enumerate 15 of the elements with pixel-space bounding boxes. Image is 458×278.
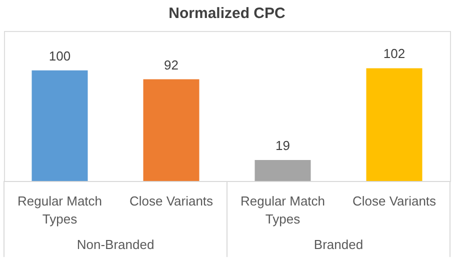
data-label: 102 — [383, 46, 406, 62]
text: Branded — [314, 237, 364, 252]
bar — [366, 68, 422, 181]
data-label: 92 — [164, 57, 178, 72]
bar — [32, 70, 88, 181]
x-tick-label: Regular Match Types — [240, 194, 326, 226]
x-tick-label: Close Variants — [352, 194, 437, 208]
chart-title: Normalized CPC — [168, 5, 286, 22]
data-label: 19 — [276, 138, 290, 153]
bar — [254, 160, 311, 181]
bar — [143, 79, 200, 181]
text: Non-Branded — [76, 237, 154, 252]
data-label: 100 — [48, 48, 71, 64]
x-tick-label: Close Variants — [129, 194, 214, 208]
x-tick-label: Regular Match Types — [17, 194, 102, 226]
